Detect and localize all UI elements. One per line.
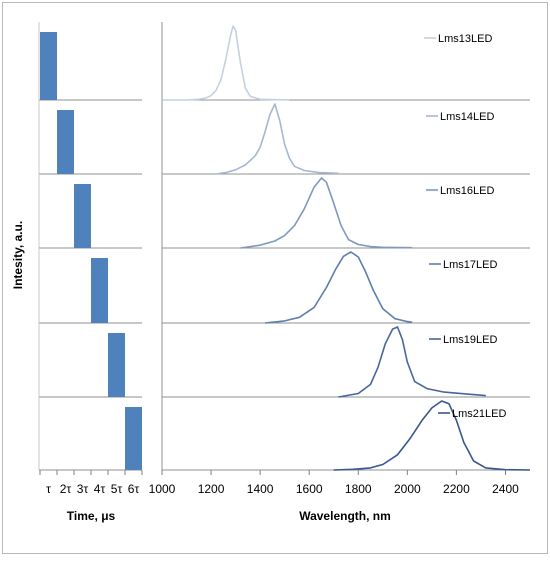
spectrum-line-lms14led	[215, 103, 339, 175]
time-axis-label: Time, μs	[67, 509, 116, 523]
pulse-bar	[125, 407, 142, 470]
legend-label: Lms13LED	[438, 33, 492, 45]
pulse-bar	[74, 184, 91, 248]
wavelength-tick-label: 2400	[492, 482, 519, 496]
legend-label: Lms14LED	[440, 111, 494, 123]
legend-label: Lms19LED	[443, 334, 497, 346]
spectrum-line-lms17led	[264, 251, 413, 324]
wavelength-tick-label: 1000	[149, 482, 176, 496]
wavelength-tick-label: 1200	[198, 482, 225, 496]
wavelength-tick-label: 1400	[247, 482, 274, 496]
pulse-bar	[91, 258, 108, 323]
legend-label: Lms21LED	[452, 408, 506, 420]
pulse-bar	[40, 32, 57, 100]
legend-label: Lms17LED	[443, 259, 497, 271]
time-tick-label: 6τ	[128, 482, 140, 496]
spectrum-line-lms19led	[338, 326, 486, 398]
spectrum-panels: Lms13LED Lms14LED Lms16LED Lms17LED Lms19LED…	[149, 22, 531, 496]
time-tick-label: 4τ	[94, 482, 106, 496]
wavelength-tick-label: 2000	[394, 482, 421, 496]
pulse-bar	[57, 110, 74, 174]
time-tick-label: τ	[46, 482, 51, 496]
time-tick-label: 3τ	[77, 482, 89, 496]
spectrum-line-lms16led	[240, 177, 413, 249]
pulse-panels: τ 2τ 3τ 4τ 5τ 6τ	[38, 22, 143, 496]
wavelength-tick-label: 1600	[296, 482, 323, 496]
time-tick-label: 5τ	[111, 482, 123, 496]
outer-border	[2, 2, 548, 554]
wavelength-axis-label: Wavelength, nm	[299, 509, 391, 523]
y-axis-label: Intesity, a.u.	[11, 221, 25, 289]
legend-label: Lms16LED	[440, 185, 494, 197]
spectrum-line-lms13led	[162, 25, 290, 101]
spectrum-line-lms21led	[333, 400, 531, 471]
wavelength-tick-label: 1800	[345, 482, 372, 496]
pulse-bar	[108, 333, 125, 397]
wavelength-tick-label: 2200	[443, 482, 470, 496]
time-tick-label: 2τ	[60, 482, 72, 496]
